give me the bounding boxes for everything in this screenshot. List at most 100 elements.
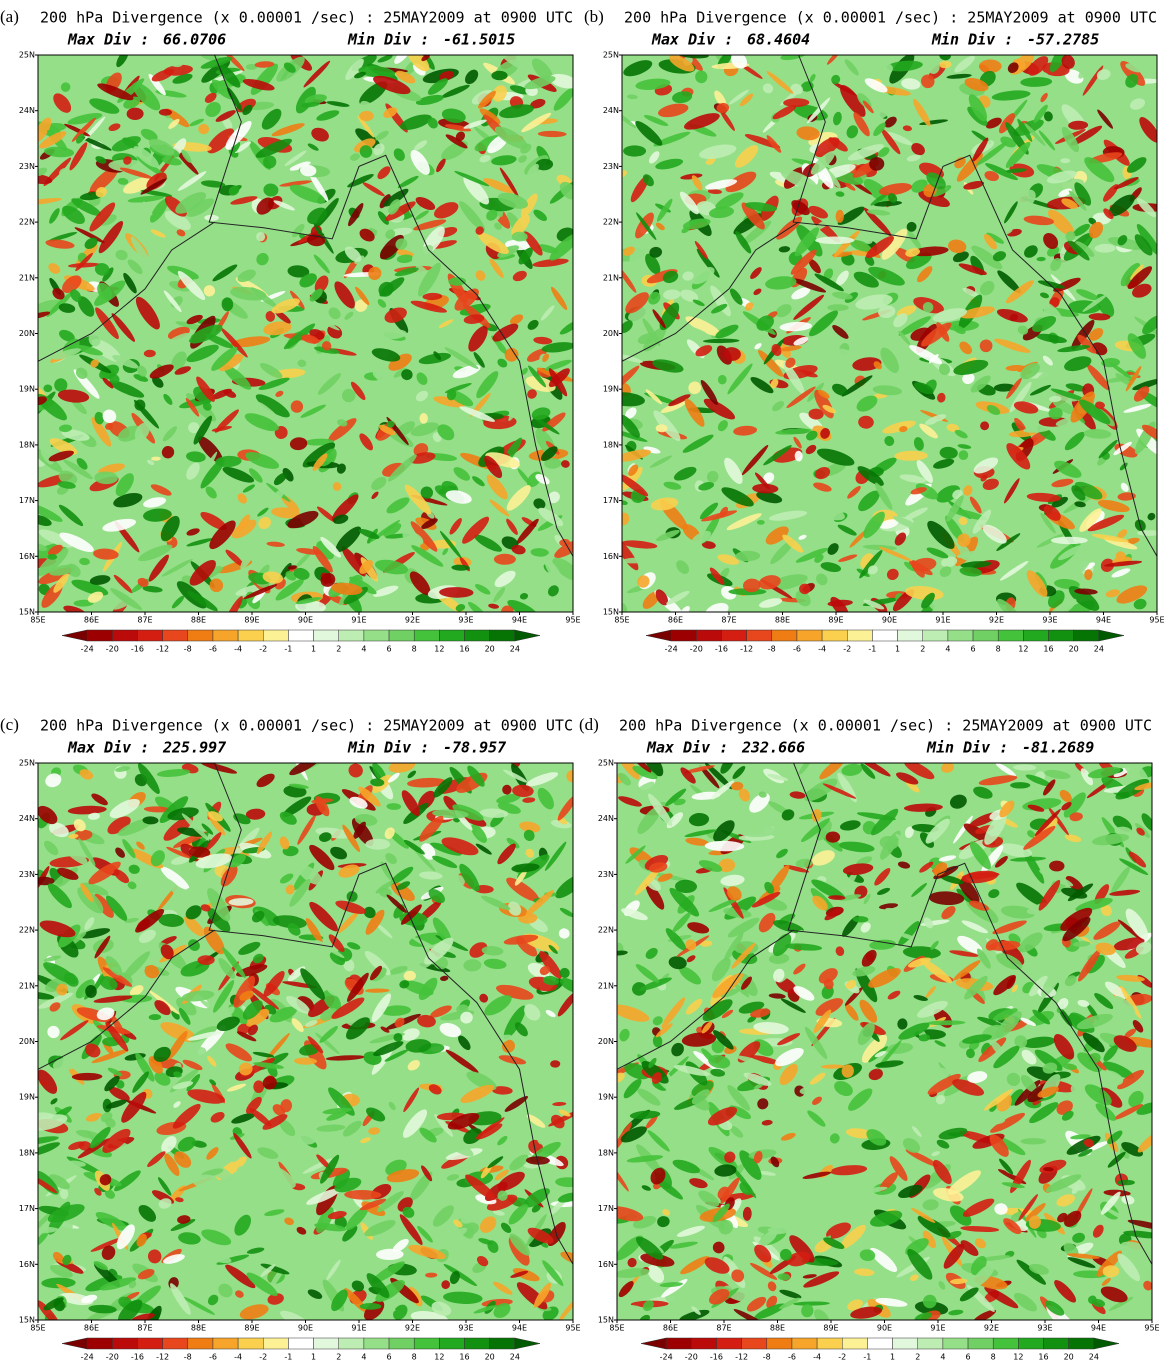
colorbar-box bbox=[238, 1338, 263, 1349]
lat-tick-label: 16N bbox=[19, 552, 35, 561]
colorbar-box bbox=[364, 630, 389, 641]
lat-tick-label: 21N bbox=[19, 981, 35, 990]
panel-title: 200 hPa Divergence (x 0.00001 /sec) : 25… bbox=[624, 9, 1157, 27]
lon-tick-label: 92E bbox=[405, 616, 420, 625]
colorbar-box bbox=[867, 1338, 892, 1349]
colorbar-box bbox=[671, 630, 696, 641]
min-label: Min Div : bbox=[931, 31, 1013, 49]
lat-tick-label: 21N bbox=[603, 273, 619, 282]
field-blob bbox=[1010, 782, 1030, 788]
colorbar-box bbox=[1049, 630, 1074, 641]
panel-label: (a) bbox=[0, 7, 19, 26]
lat-tick-label: 20N bbox=[19, 1037, 35, 1046]
colorbar-box bbox=[797, 630, 822, 641]
colorbar-label: -8 bbox=[763, 1353, 771, 1362]
colorbar-label: -2 bbox=[843, 645, 851, 654]
colorbar-box bbox=[364, 1338, 389, 1349]
panel-label: (b) bbox=[584, 7, 604, 26]
field-blob bbox=[718, 375, 727, 385]
field-blob bbox=[623, 145, 646, 156]
colorbar-box bbox=[188, 1338, 213, 1349]
colorbar-box bbox=[490, 1338, 515, 1349]
lat-tick-label: 25N bbox=[19, 51, 35, 60]
colorbar-label: 20 bbox=[1064, 1353, 1074, 1362]
lat-tick-label: 18N bbox=[603, 440, 619, 449]
lon-tick-label: 89E bbox=[244, 1324, 259, 1333]
lat-tick-label: 17N bbox=[19, 496, 35, 505]
max-value: 68.4604 bbox=[747, 31, 810, 49]
panel-title: 200 hPa Divergence (x 0.00001 /sec) : 25… bbox=[619, 717, 1152, 735]
lat-tick-label: 19N bbox=[603, 385, 619, 394]
colorbar-box bbox=[716, 1338, 741, 1349]
colorbar-box bbox=[943, 1338, 968, 1349]
colorbar-box bbox=[666, 1338, 691, 1349]
lat-tick-label: 22N bbox=[19, 926, 35, 935]
lat-tick-label: 19N bbox=[19, 385, 35, 394]
min-value: -81.2689 bbox=[1022, 739, 1094, 757]
lon-tick-label: 86E bbox=[84, 616, 99, 625]
min-label: Min Div : bbox=[347, 739, 429, 757]
colorbar-label: -24 bbox=[81, 645, 94, 654]
lat-tick-label: 20N bbox=[603, 329, 619, 338]
colorbar-label: -4 bbox=[818, 645, 826, 654]
lat-tick-label: 25N bbox=[603, 51, 619, 60]
max-label: Max Div : bbox=[67, 739, 149, 757]
colorbar-label: -2 bbox=[259, 645, 267, 654]
colorbar-box bbox=[414, 630, 439, 641]
lon-tick-label: 94E bbox=[512, 1324, 527, 1333]
colorbar-box bbox=[263, 1338, 288, 1349]
lon-tick-label: 93E bbox=[1042, 616, 1057, 625]
panel-label: (c) bbox=[0, 715, 19, 734]
colorbar-box bbox=[213, 1338, 238, 1349]
lat-tick-label: 23N bbox=[603, 162, 619, 171]
colorbar-label: -20 bbox=[106, 1353, 119, 1362]
colorbar-box bbox=[993, 1338, 1018, 1349]
colorbar-box bbox=[339, 1338, 364, 1349]
colorbar-box bbox=[439, 1338, 464, 1349]
colorbar-box bbox=[238, 630, 263, 641]
colorbar-box bbox=[918, 1338, 943, 1349]
max-value: 225.997 bbox=[162, 739, 226, 757]
colorbar-label: 6 bbox=[387, 1353, 392, 1362]
colorbar-label: 24 bbox=[1089, 1353, 1099, 1362]
colorbar-box bbox=[792, 1338, 817, 1349]
colorbar-box bbox=[314, 1338, 339, 1349]
colorbar-label: 4 bbox=[361, 645, 366, 654]
lon-tick-label: 93E bbox=[1037, 1324, 1052, 1333]
colorbar-box bbox=[847, 630, 872, 641]
colorbar-box bbox=[490, 630, 515, 641]
colorbar-box bbox=[767, 1338, 792, 1349]
field-blob bbox=[1051, 537, 1088, 544]
lat-tick-label: 18N bbox=[19, 440, 35, 449]
colorbar-label: -8 bbox=[768, 645, 776, 654]
colorbar-label: -2 bbox=[259, 1353, 267, 1362]
colorbar-box bbox=[893, 1338, 918, 1349]
lon-tick-label: 86E bbox=[668, 616, 683, 625]
panel: (a)200 hPa Divergence (x 0.00001 /sec) :… bbox=[0, 7, 589, 654]
colorbar-box bbox=[163, 630, 188, 641]
colorbar-box bbox=[87, 630, 112, 641]
colorbar-label: 2 bbox=[920, 645, 925, 654]
field-blob bbox=[979, 59, 1002, 72]
lon-tick-label: 85E bbox=[609, 1324, 624, 1333]
colorbar-box bbox=[389, 1338, 414, 1349]
colorbar-box bbox=[1023, 630, 1048, 641]
colorbar-label: -8 bbox=[184, 1353, 192, 1362]
colorbar-box bbox=[414, 1338, 439, 1349]
colorbar-box bbox=[923, 630, 948, 641]
colorbar-label: -16 bbox=[715, 645, 728, 654]
colorbar-label: 24 bbox=[510, 1353, 520, 1362]
colorbar-box bbox=[817, 1338, 842, 1349]
lat-tick-label: 20N bbox=[19, 329, 35, 338]
panel: (d)200 hPa Divergence (x 0.00001 /sec) :… bbox=[579, 715, 1167, 1362]
lon-tick-label: 88E bbox=[191, 616, 206, 625]
lat-tick-label: 18N bbox=[19, 1148, 35, 1157]
colorbar-label: -16 bbox=[131, 1353, 144, 1362]
min-value: -61.5015 bbox=[443, 31, 515, 49]
colorbar-label: -24 bbox=[660, 1353, 673, 1362]
field bbox=[23, 753, 588, 1334]
colorbar-label: 2 bbox=[336, 645, 341, 654]
colorbar-box bbox=[872, 630, 897, 641]
lon-tick-label: 94E bbox=[1096, 616, 1111, 625]
lat-tick-label: 22N bbox=[603, 218, 619, 227]
